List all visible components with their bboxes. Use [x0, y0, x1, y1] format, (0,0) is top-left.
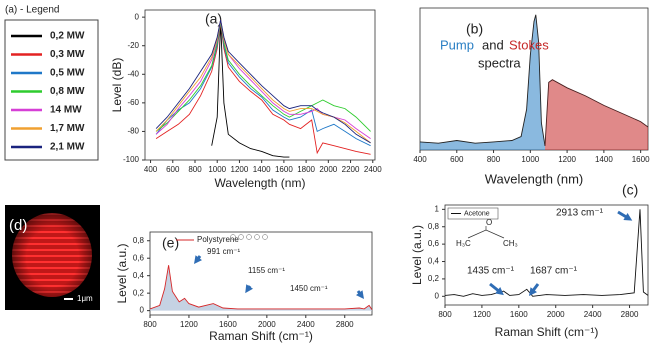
- panel-label: (c): [622, 182, 638, 198]
- molecule-label: CH₃: [503, 239, 518, 248]
- x-axis-label: Wavelength (nm): [215, 176, 306, 190]
- x-tick-label: 1000: [208, 165, 226, 174]
- x-axis-label: Wavelength (nm): [485, 171, 584, 186]
- series-line: [156, 21, 371, 145]
- y-tick-label: -40: [127, 69, 139, 78]
- legend-label: 14 MW: [50, 105, 82, 116]
- y-tick-label: -100: [123, 155, 140, 164]
- y-tick-label: 0,6: [428, 239, 440, 248]
- x-tick-label: 2800: [621, 310, 639, 319]
- x-tick-label: 2000: [547, 310, 565, 319]
- series-name: Stokes: [509, 37, 549, 52]
- legend-title: (a) - Legend: [5, 5, 59, 16]
- x-axis-label: Raman Shift (cm⁻¹): [209, 329, 313, 343]
- x-tick-label: 1200: [558, 155, 576, 164]
- legend-label: 0,2 MW: [50, 31, 85, 42]
- x-tick-label: 800: [188, 165, 202, 174]
- y-tick-label: -80: [127, 127, 139, 136]
- x-tick-label: 2000: [319, 165, 337, 174]
- x-tick-label: 800: [143, 320, 157, 329]
- y-tick-label: 0: [435, 291, 440, 300]
- y-tick-label: -60: [127, 98, 139, 107]
- y-tick-label: 0,8: [428, 222, 440, 231]
- structure-icon: [263, 235, 268, 240]
- x-tick-label: 2400: [364, 165, 382, 174]
- y-tick-label: 0,2: [133, 288, 145, 297]
- legend-label: 2,1 MW: [50, 142, 85, 153]
- y-tick-label: 0,6: [133, 253, 145, 262]
- x-tick-label: 1200: [473, 310, 491, 319]
- annotation: 2913 cm⁻¹: [556, 208, 604, 219]
- annotation: 1435 cm⁻¹: [467, 266, 515, 277]
- area: [545, 80, 648, 150]
- structure-icon: [255, 235, 260, 240]
- series-line: [156, 23, 371, 154]
- molecule-label: O: [486, 218, 492, 227]
- series-line: [445, 209, 648, 296]
- x-tick-label: 800: [438, 310, 452, 319]
- x-tick-label: 2200: [342, 165, 360, 174]
- series-name: Pump: [440, 37, 474, 52]
- y-tick-label: 0,4: [133, 271, 145, 280]
- x-tick-label: 1000: [521, 155, 539, 164]
- x-tick-label: 2400: [584, 310, 602, 319]
- x-tick-label: 2800: [336, 320, 354, 329]
- x-tick-label: 800: [487, 155, 501, 164]
- x-axis-label: Raman Shift (cm⁻¹): [495, 325, 599, 339]
- legend-label: 0,5 MW: [50, 68, 85, 79]
- annotation: 1687 cm⁻¹: [530, 266, 578, 277]
- y-tick-label: 0,8: [133, 236, 145, 245]
- figure: (d) 1μm 40060080010001200140016001800200…: [0, 0, 652, 343]
- x-tick-label: 1600: [632, 155, 650, 164]
- plot-frame: [445, 205, 648, 305]
- y-tick-label: 0,4: [428, 257, 440, 266]
- y-tick-label: -20: [127, 41, 139, 50]
- x-tick-label: 600: [450, 155, 464, 164]
- y-axis-label: Level (a.u.): [115, 243, 129, 303]
- y-axis-label: Level (dB): [110, 58, 124, 113]
- x-tick-label: 1800: [297, 165, 315, 174]
- annotation: spectra: [478, 55, 521, 70]
- annotation: 1450 cm⁻¹: [290, 284, 328, 293]
- x-tick-label: 1400: [253, 165, 271, 174]
- y-tick-label: 0: [140, 306, 145, 315]
- x-tick-label: 1600: [275, 165, 293, 174]
- annotation: 991 cm⁻¹: [207, 247, 240, 256]
- legend-label: 0,3 MW: [50, 49, 85, 60]
- image-panel: (d) 1μm: [5, 205, 100, 310]
- legend-label: 0,8 MW: [50, 86, 85, 97]
- annotation: 1155 cm⁻¹: [248, 266, 285, 275]
- molecule-label: H₃C: [456, 239, 471, 248]
- panel-label: (b): [466, 21, 483, 37]
- panel-label: (e): [162, 235, 179, 251]
- x-tick-label: 1400: [595, 155, 613, 164]
- panel-label: (d): [9, 217, 27, 234]
- series-line: [156, 20, 371, 143]
- legend-label: Acetone: [464, 210, 490, 217]
- x-tick-label: 600: [166, 165, 180, 174]
- x-tick-label: 1600: [510, 310, 528, 319]
- structure-icon: [247, 235, 252, 240]
- y-tick-label: 0: [135, 12, 140, 21]
- x-tick-label: 1200: [180, 320, 198, 329]
- y-tick-label: 0,2: [428, 274, 440, 283]
- x-tick-label: 400: [413, 155, 427, 164]
- x-tick-label: 400: [144, 165, 158, 174]
- x-tick-label: 1600: [219, 320, 237, 329]
- structure-icon: [239, 235, 244, 240]
- x-tick-label: 2000: [258, 320, 276, 329]
- series-line: [156, 20, 371, 143]
- scale-label: 1μm: [77, 294, 93, 303]
- legend-label: 1,7 MW: [50, 123, 85, 134]
- series-line: [156, 20, 371, 139]
- x-tick-label: 2400: [297, 320, 315, 329]
- plot-frame: [145, 10, 375, 160]
- molecule-bond: [468, 230, 504, 238]
- y-axis-label: Level (a.u.): [410, 225, 424, 285]
- y-tick-label: 1: [435, 204, 440, 213]
- x-tick-label: 1200: [231, 165, 249, 174]
- annotation: and: [482, 37, 504, 52]
